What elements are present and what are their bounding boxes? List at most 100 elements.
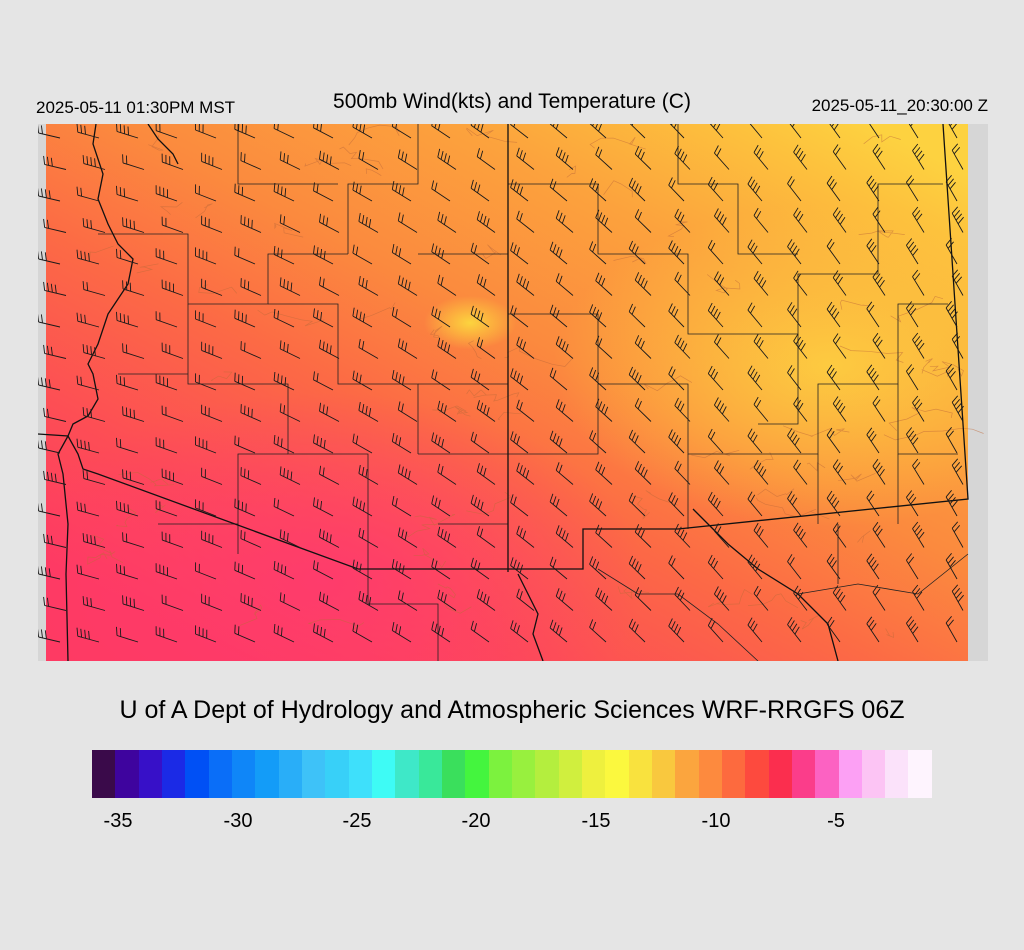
wind-barb	[793, 585, 808, 611]
wind-barb	[358, 591, 379, 611]
colorbar-swatch	[231, 750, 256, 798]
wind-barb	[595, 587, 613, 611]
wind-barb	[391, 433, 412, 454]
wind-barb	[161, 405, 184, 422]
wind-barb	[397, 464, 418, 485]
wind-barb	[234, 183, 256, 202]
wind-barb	[195, 436, 217, 454]
wind-barb	[313, 182, 334, 202]
wind-barb	[945, 175, 958, 202]
wind-barb	[470, 368, 490, 391]
county-line	[367, 569, 439, 661]
wind-barb	[240, 278, 262, 296]
colorbar-swatch	[651, 750, 676, 798]
wind-barb	[714, 523, 730, 548]
wind-barb	[707, 239, 724, 265]
wind-barb	[628, 240, 646, 265]
river-line	[517, 573, 544, 661]
wind-barb	[510, 124, 529, 139]
wind-barb	[906, 238, 919, 265]
wind-barb	[826, 553, 841, 580]
wind-barb	[634, 272, 652, 296]
wind-barb	[628, 303, 646, 328]
wind-barb	[714, 271, 730, 296]
wind-barb	[714, 586, 730, 611]
wind-barb	[234, 498, 256, 517]
colorbar-swatch	[558, 750, 582, 798]
wind-barb	[866, 364, 880, 391]
terrain-contours	[87, 124, 984, 638]
wind-barb	[240, 593, 262, 611]
terrain-contour	[136, 263, 159, 274]
terrain-contour	[467, 340, 482, 360]
wind-barb	[945, 490, 958, 517]
wind-barb	[628, 177, 646, 202]
wind-barb	[589, 241, 607, 265]
wind-barb	[912, 269, 925, 296]
wind-barb	[589, 556, 607, 580]
colorbar-tick-label: -35	[103, 810, 133, 832]
wind-barb	[747, 239, 763, 265]
wind-barb	[747, 365, 763, 391]
wind-barb	[707, 554, 724, 580]
terrain-contour	[929, 361, 964, 377]
valid-time-local: 2025-05-11 01:30PM MST	[36, 98, 236, 117]
terrain-contour	[195, 203, 213, 219]
wind-barb	[674, 208, 691, 233]
wind-barb	[431, 369, 451, 391]
terrain-contour	[857, 530, 871, 543]
wind-barb	[122, 532, 145, 548]
wind-barb	[437, 148, 457, 170]
wind-barb	[516, 525, 535, 548]
colorbar-swatch	[395, 750, 419, 798]
terrain-contour	[466, 127, 518, 143]
wind-barb	[912, 584, 925, 611]
wind-barb	[634, 524, 652, 548]
wind-barb	[470, 124, 490, 139]
wind-barb	[273, 245, 295, 265]
wind-barb	[155, 248, 178, 265]
wind-barb	[273, 371, 295, 391]
wind-barb	[906, 616, 919, 643]
terrain-contour	[116, 507, 137, 527]
wind-barb	[872, 395, 886, 422]
colorbar-tick-labels: -35 -30 -25 -20 -15 -10 -5	[0, 810, 1024, 840]
wind-barb	[668, 492, 685, 517]
terrain-contour	[629, 495, 650, 520]
wind-barb	[122, 217, 145, 233]
wind-barb	[516, 273, 535, 296]
wind-barb	[431, 306, 451, 328]
wind-barb	[437, 337, 457, 359]
wind-barb	[155, 500, 178, 517]
wind-barb	[906, 490, 919, 517]
wind-barb	[76, 501, 100, 517]
wind-barb	[273, 623, 295, 643]
wind-barb	[76, 249, 100, 265]
wind-barb	[38, 565, 61, 580]
wind-barb	[510, 431, 529, 454]
wind-barb	[595, 398, 613, 422]
terrain-contour	[839, 345, 904, 363]
wind-barb	[826, 238, 841, 265]
wind-barb	[397, 527, 418, 548]
terrain-contour	[589, 136, 646, 150]
wind-barb	[872, 332, 886, 359]
wind-barb	[273, 124, 295, 139]
wind-barb	[122, 154, 145, 170]
county-line	[738, 183, 943, 335]
wind-barb	[397, 338, 418, 359]
wind-barb	[82, 470, 106, 485]
wind-barb	[555, 336, 574, 359]
wind-barb	[793, 396, 808, 422]
terrain-contour	[159, 202, 183, 215]
wind-barb	[240, 404, 262, 422]
wind-barb	[872, 521, 886, 548]
wind-barb	[589, 124, 607, 139]
wind-barb	[38, 250, 61, 265]
wind-barb	[628, 555, 646, 580]
wind-barb	[195, 562, 217, 580]
wind-barb	[634, 335, 652, 359]
wind-barb	[43, 596, 67, 611]
wind-barb	[116, 437, 139, 454]
wind-barb	[352, 433, 373, 454]
